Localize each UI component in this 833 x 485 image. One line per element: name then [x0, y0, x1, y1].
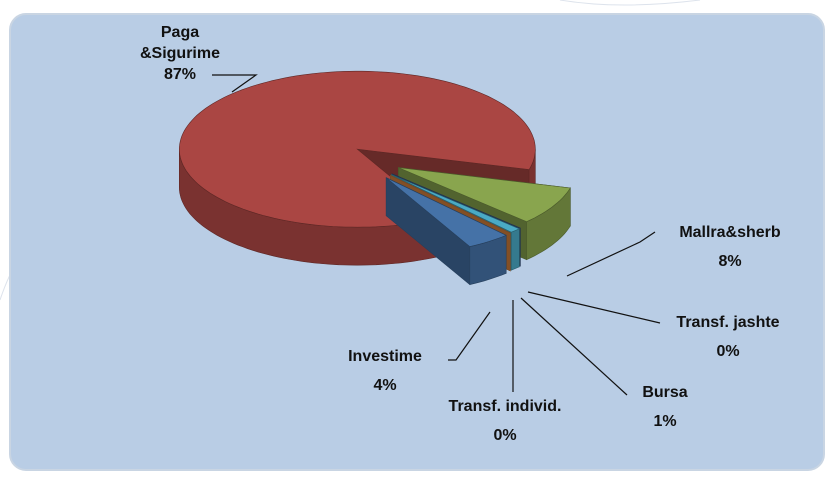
- value-label: 8%: [718, 253, 742, 270]
- category-label: Mallra&sherb: [679, 224, 781, 241]
- value-label: 87%: [163, 66, 197, 83]
- leader-line: [566, 231, 656, 277]
- slice-top: [178, 70, 536, 228]
- slice-top: [392, 173, 521, 229]
- data-label: Investime 4%: [325, 346, 445, 396]
- decor: [559, 0, 701, 6]
- category-label: Paga &Sigurime: [139, 24, 220, 62]
- data-label: Bursa 1%: [620, 382, 710, 432]
- leader-line: [520, 297, 628, 396]
- value-label: 4%: [373, 377, 397, 394]
- leader-line: [212, 74, 258, 93]
- category-label: Investime: [348, 348, 422, 365]
- category-label: Transf. jashte: [676, 314, 780, 331]
- slice-top: [391, 174, 521, 233]
- category-label: Transf. individ.: [448, 398, 562, 415]
- value-label: 1%: [653, 413, 677, 430]
- slice-side: [511, 228, 520, 271]
- category-label: Bursa: [642, 384, 688, 401]
- slice-top: [386, 177, 507, 247]
- value-label: 0%: [493, 427, 517, 444]
- slice: [385, 177, 507, 286]
- leader-line: [448, 311, 491, 361]
- data-label: Transf. jashte 0%: [653, 312, 803, 362]
- slice-top: [390, 175, 511, 234]
- data-label: Paga &Sigurime 87%: [130, 22, 230, 85]
- data-label: Mallra&sherb 8%: [655, 222, 805, 272]
- leader-line: [527, 291, 661, 324]
- data-label: Transf. individ. 0%: [430, 396, 580, 446]
- slice-top: [398, 167, 571, 223]
- value-label: 0%: [716, 343, 740, 360]
